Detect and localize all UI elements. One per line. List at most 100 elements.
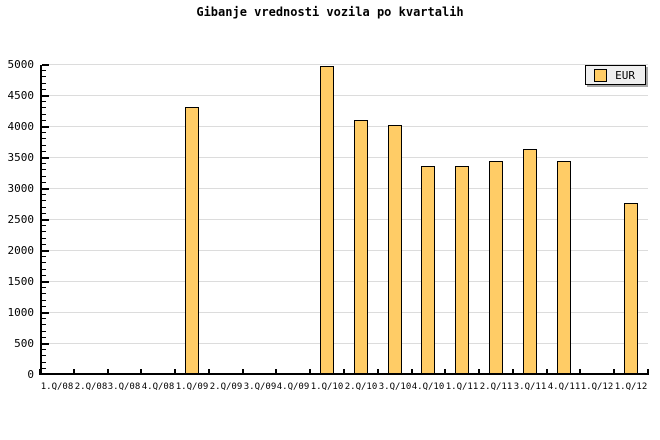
y-tick-label: 3500 (7, 151, 35, 164)
chart-title: Gibanje vrednosti vozila po kvartalih (196, 5, 464, 19)
y-tick-label: 500 (14, 337, 34, 350)
gridline (42, 219, 648, 220)
bar (557, 161, 571, 375)
y-minor-tick (42, 151, 46, 152)
y-major-tick (42, 188, 49, 190)
y-major-tick (42, 219, 49, 221)
y-major-tick (42, 126, 49, 128)
x-tick (546, 369, 548, 375)
y-major-tick (42, 157, 49, 159)
y-minor-tick (42, 213, 46, 214)
x-tick (309, 369, 311, 375)
x-tick-label: 4.Q/11 (547, 382, 581, 392)
x-tick (39, 369, 41, 375)
x-tick (73, 369, 75, 375)
y-tick-label: 3000 (7, 182, 35, 195)
gridline (42, 157, 648, 158)
y-minor-tick (42, 225, 46, 226)
y-tick-label: 1500 (7, 275, 35, 288)
x-tick-label: 3.Q/09 (243, 382, 277, 392)
y-major-tick (42, 343, 49, 345)
gridline (42, 312, 648, 313)
y-major-tick (42, 95, 49, 97)
y-minor-tick (42, 138, 46, 139)
y-minor-tick (42, 207, 46, 208)
y-minor-tick (42, 194, 46, 195)
x-tick (208, 369, 210, 375)
x-tick (242, 369, 244, 375)
x-tick (377, 369, 379, 375)
x-tick-label: 4.Q/09 (276, 382, 310, 392)
bar (421, 166, 435, 375)
x-tick-label: 3.Q/08 (107, 382, 141, 392)
x-tick (411, 369, 413, 375)
y-tick-label: 4500 (7, 89, 35, 102)
x-tick-label: 2.Q/10 (344, 382, 378, 392)
bar (624, 203, 638, 375)
x-tick-label: 1.Q/12 (614, 382, 648, 392)
y-minor-tick (42, 262, 46, 263)
y-minor-tick (42, 256, 46, 257)
x-tick-label: 1.Q/12 (580, 382, 614, 392)
y-major-tick (42, 312, 49, 314)
y-tick-label: 4000 (7, 120, 35, 133)
y-major-tick (42, 64, 49, 66)
gridline (42, 281, 648, 282)
y-minor-tick (42, 293, 46, 294)
x-tick (107, 369, 109, 375)
x-tick-label: 2.Q/11 (479, 382, 513, 392)
gridline (42, 188, 648, 189)
y-minor-tick (42, 163, 46, 164)
x-tick-label: 1.Q/08 (40, 382, 74, 392)
legend-label: EUR (615, 68, 635, 82)
bar (489, 161, 503, 375)
y-axis-line (40, 65, 42, 375)
y-minor-tick (42, 120, 46, 121)
y-major-tick (42, 281, 49, 283)
y-minor-tick (42, 324, 46, 325)
x-tick-label: 2.Q/08 (74, 382, 108, 392)
y-minor-tick (42, 176, 46, 177)
plot-area: EUR (39, 64, 649, 375)
y-axis-labels: 0 500 1000 1500 2000 2500 3000 3500 4000 4500 5000 (0, 59, 35, 381)
x-tick (478, 369, 480, 375)
x-tick-label: 4.Q/10 (411, 382, 445, 392)
y-major-tick (42, 250, 49, 252)
y-minor-tick (42, 83, 46, 84)
y-minor-tick (42, 145, 46, 146)
y-minor-tick (42, 318, 46, 319)
x-tick (613, 369, 615, 375)
gridline (42, 250, 648, 251)
y-minor-tick (42, 132, 46, 133)
x-tick-label: 2.Q/09 (209, 382, 243, 392)
x-tick (647, 369, 649, 375)
y-tick-label: 2500 (7, 213, 35, 226)
y-minor-tick (42, 368, 46, 369)
y-minor-tick (42, 70, 46, 71)
y-minor-tick (42, 182, 46, 183)
gridline (42, 343, 648, 344)
y-tick-label: 2000 (7, 244, 35, 257)
y-minor-tick (42, 244, 46, 245)
legend-swatch-eur (594, 68, 608, 82)
bar (185, 107, 199, 375)
y-minor-tick (42, 200, 46, 201)
bar (388, 125, 402, 375)
y-tick-label: 1000 (7, 306, 35, 319)
y-minor-tick (42, 114, 46, 115)
gridline (42, 95, 648, 96)
y-minor-tick (42, 275, 46, 276)
y-minor-tick (42, 231, 46, 232)
y-minor-tick (42, 269, 46, 270)
legend: EUR (585, 65, 646, 85)
bar (455, 166, 469, 375)
x-tick-label: 3.Q/10 (378, 382, 412, 392)
y-minor-tick (42, 306, 46, 307)
y-minor-tick (42, 76, 46, 77)
y-minor-tick (42, 287, 46, 288)
x-axis-labels: 1.Q/08 2.Q/08 3.Q/08 4.Q/08 1.Q/09 2.Q/09 3.Q/… (40, 381, 648, 395)
x-tick (444, 369, 446, 375)
y-minor-tick (42, 349, 46, 350)
x-tick-label: 1.Q/09 (175, 382, 209, 392)
x-tick-label: 1.Q/11 (445, 382, 479, 392)
